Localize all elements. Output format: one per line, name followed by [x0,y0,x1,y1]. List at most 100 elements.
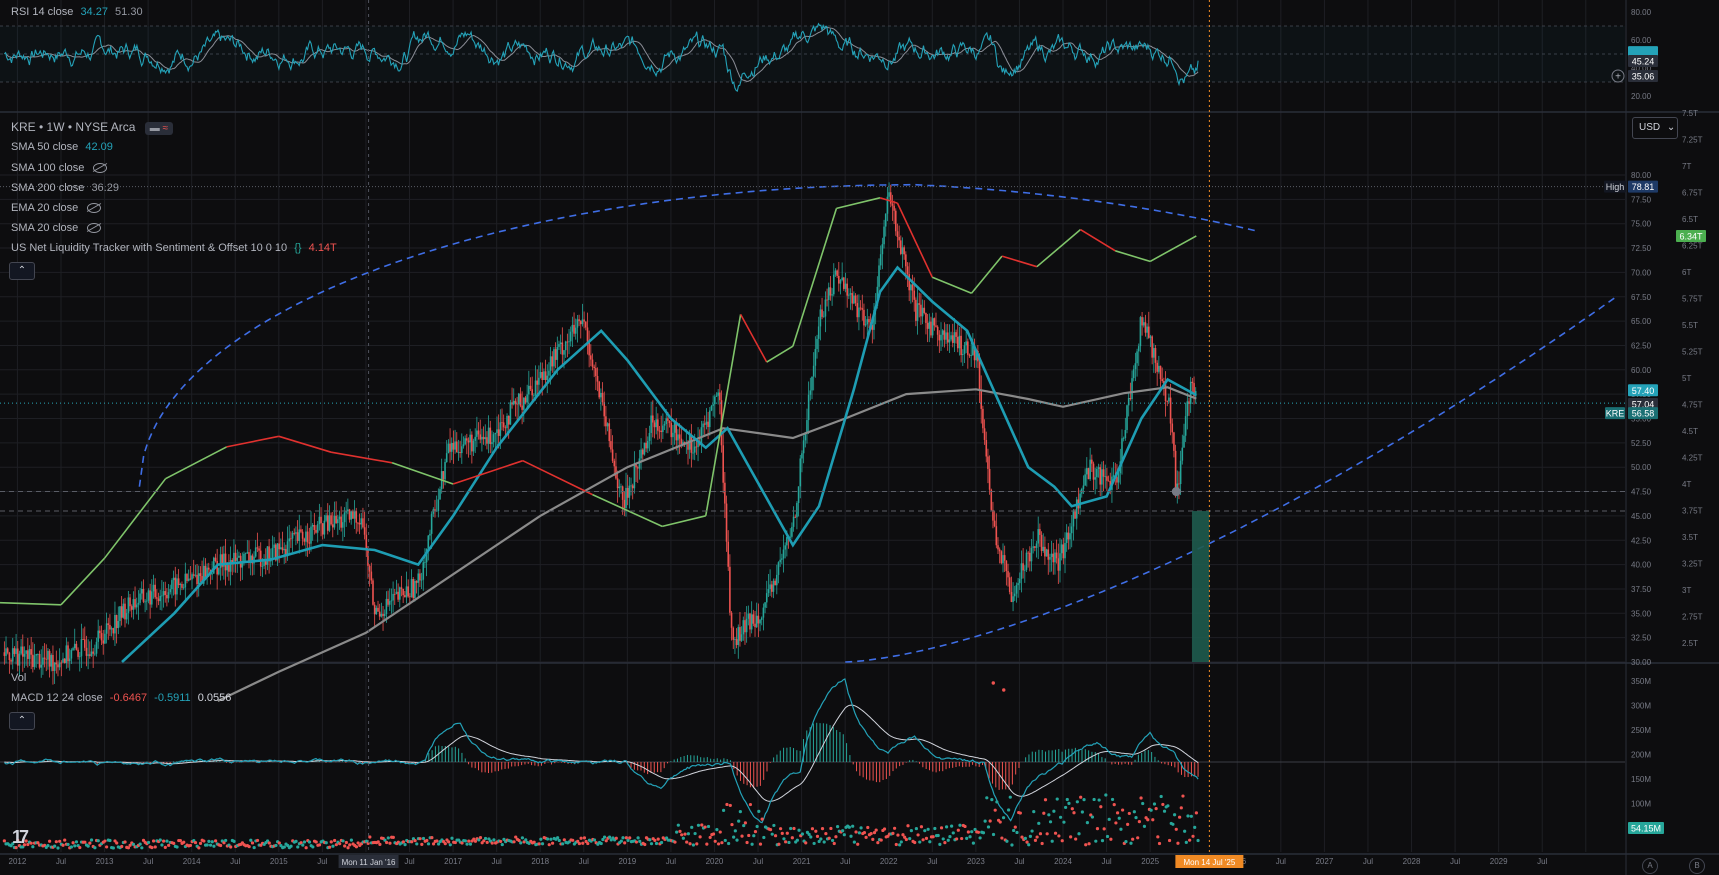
volume-dot [532,840,536,844]
candle-body [697,441,699,448]
volume-dot [906,824,910,828]
liquidity-line-segment [1036,228,1081,268]
volume-dot [824,832,828,836]
hidden-eye-icon[interactable] [87,223,102,234]
rsi-scale-label: 40.00 [1631,64,1652,73]
volume-dot [654,841,659,846]
symbol-legend[interactable]: KRE • 1W • NYSE Arca ▬ ≈ [11,120,174,135]
candle-body [1029,552,1031,562]
candle-body [1059,553,1061,571]
volume-dot [1166,804,1170,808]
volume-dot [56,846,60,850]
macd-legend[interactable]: MACD 12 24 close -0.6467 -0.5911 0.0556 [11,692,231,704]
time-axis-label: Jul [1537,857,1547,866]
hidden-eye-icon[interactable] [93,163,108,174]
candle-body [663,423,666,426]
candle-body [48,650,51,667]
volume-dot [748,802,753,807]
volume-dot [745,840,749,845]
tradingview-logo-icon[interactable]: 17 [12,827,29,847]
candle-body [586,327,589,342]
volume-dot [743,821,747,825]
rsi-legend[interactable]: RSI 14 close 34.27 51.30 [11,6,143,18]
volume-dot [1030,829,1034,833]
candle-body [385,598,388,614]
rsi-line [4,22,1199,92]
volume-dot [53,844,57,848]
volume-dot [247,844,251,849]
candle-body [923,307,926,313]
plus-icon: + [1615,72,1621,83]
hidden-eye-icon[interactable] [87,203,102,214]
volume-dot [785,831,789,835]
candle-body [546,375,549,381]
candle-body [702,423,704,428]
candle-body [221,554,223,567]
volume-dot [74,840,79,844]
volume-dot [425,838,429,843]
volume-dot [713,839,717,843]
candle-body [817,326,820,339]
volume-dot [948,835,952,839]
candle-body [940,334,942,341]
volume-legend[interactable]: Vol [11,672,26,684]
candle-body [1129,398,1132,400]
candle-body [1085,468,1088,475]
volume-dot [108,838,112,843]
crosshair-date-badge: Mon 11 Jan '16 [338,855,399,868]
volume-dot [780,831,784,835]
collapse-lower-legend-button[interactable]: ⌃ [9,712,35,730]
crosshair-date-text: Mon 11 Jan '16 [342,858,396,867]
volume-dot [985,796,989,800]
candle-body [1178,483,1180,485]
candle-body [774,580,776,586]
candle-body [618,486,621,489]
candle-body [625,487,627,508]
volume-dot [86,844,90,848]
collapse-legend-button[interactable]: ⌃ [9,262,35,280]
candle-body [735,639,738,645]
sma100-legend[interactable]: SMA 100 close [11,162,108,174]
candle-body [938,334,941,341]
sma50-legend[interactable]: SMA 50 close 42.09 [11,141,113,153]
volume-dot [349,838,354,842]
sma200-legend[interactable]: SMA 200 close 36.29 [11,182,119,194]
liquidity-legend[interactable]: US Net Liquidity Tracker with Sentiment … [11,242,337,254]
candle-body [365,534,368,551]
symbol-status-pill[interactable]: ▬ ≈ [144,122,174,135]
volume-badge: 54.15M [1628,822,1664,834]
currency-select[interactable]: USD ⌄ [1632,117,1678,139]
volume-dot [680,833,684,837]
price-scale-label: 80.00 [1631,171,1652,180]
candle-body [398,587,401,600]
candle-body [1139,317,1142,347]
candle-body [43,657,46,659]
volume-dot [773,834,778,838]
volume-dot [711,832,716,836]
candle-body [308,542,311,544]
volume-dot [519,841,523,845]
candle-body [5,648,7,656]
candle-body [109,624,111,630]
candle-body [831,294,833,296]
liquidity-line-segment [0,601,62,606]
auto-scale-button[interactable]: A [1642,858,1658,874]
volume-dot [58,839,62,843]
sma20-legend[interactable]: SMA 20 close [11,222,102,234]
candle-body [400,587,403,589]
candle-body [330,515,332,525]
volume-dot [728,803,732,808]
volume-dot [163,845,167,850]
sma100-label: SMA 100 close [11,162,85,174]
candle-body [23,653,26,657]
log-scale-button[interactable]: B [1689,858,1705,874]
candle-body [345,511,347,513]
ema20-legend[interactable]: EMA 20 close [11,202,102,214]
candle-body [33,655,36,667]
candle-body [47,650,49,660]
candle-body [708,410,711,428]
candle-body [812,365,815,377]
price-scale-label: 77.50 [1631,195,1652,204]
candle-body [1008,577,1011,592]
